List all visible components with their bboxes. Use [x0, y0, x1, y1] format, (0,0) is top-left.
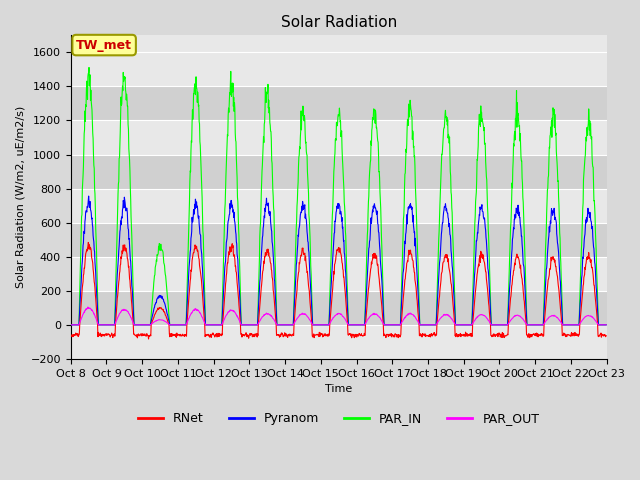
Y-axis label: Solar Radiation (W/m2, uE/m2/s): Solar Radiation (W/m2, uE/m2/s) [15, 106, 25, 288]
Bar [71, 189, 607, 223]
Bar [71, 291, 607, 325]
Title: Solar Radiation: Solar Radiation [280, 15, 397, 30]
Text: TW_met: TW_met [76, 38, 132, 51]
Bar [71, 257, 607, 291]
Bar [71, 86, 607, 120]
Legend: RNet, Pyranom, PAR_IN, PAR_OUT: RNet, Pyranom, PAR_IN, PAR_OUT [133, 407, 545, 430]
Bar [71, 120, 607, 155]
X-axis label: Time: Time [325, 384, 352, 394]
Bar [71, 155, 607, 189]
Bar [71, 325, 607, 359]
Bar [71, 52, 607, 86]
Bar [71, 223, 607, 257]
